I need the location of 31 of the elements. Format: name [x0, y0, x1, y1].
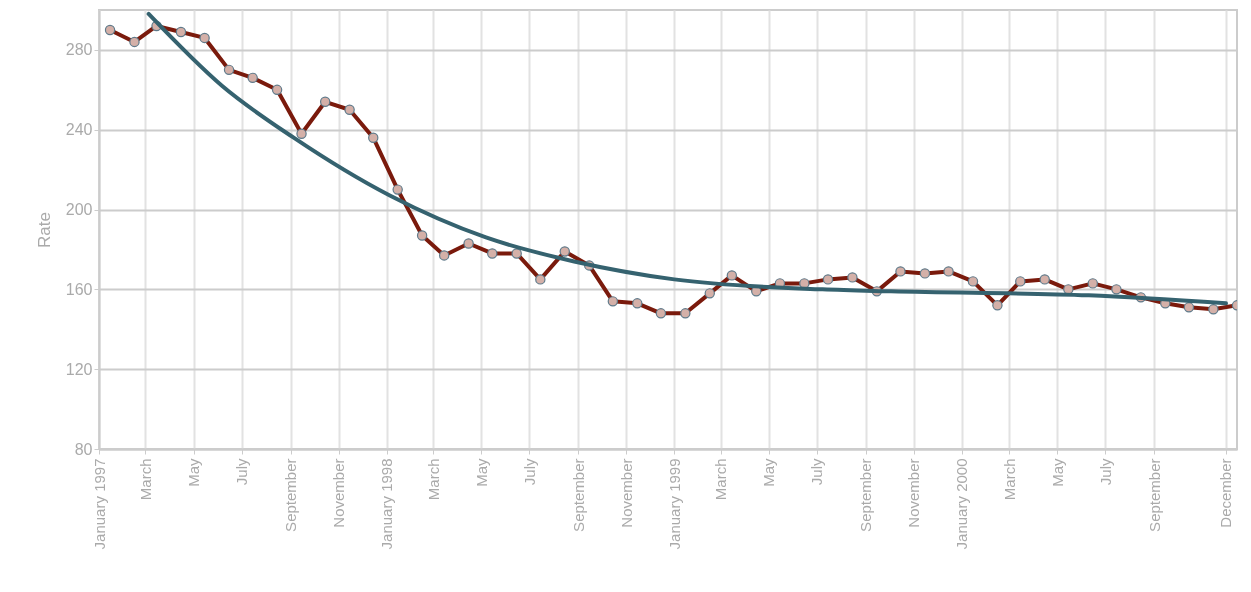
- x-tick-label: January 2000: [953, 458, 971, 550]
- x-tick-label: November: [905, 458, 923, 528]
- x-tick-label: July: [233, 458, 251, 486]
- x-tick-label: September: [1145, 458, 1163, 532]
- y-tick-label: 120: [65, 360, 93, 378]
- x-tick-label: November: [330, 458, 348, 528]
- x-tick-label: September: [569, 458, 587, 532]
- x-tick-label: March: [137, 458, 154, 501]
- y-tick-label: 280: [65, 41, 93, 59]
- x-tick-label: July: [1096, 458, 1114, 486]
- x-tick-label: July: [520, 458, 538, 486]
- y-tick-label: 80: [74, 440, 93, 458]
- x-tick-label: January 1998: [378, 458, 396, 550]
- x-tick-label: September: [282, 458, 300, 532]
- x-tick-label: May: [760, 458, 778, 487]
- y-axis-title: Rate: [34, 212, 54, 248]
- y-tick-label: 200: [65, 201, 93, 219]
- y-tick-label: 240: [65, 121, 93, 139]
- x-tick-label: March: [424, 458, 442, 501]
- x-tick-label: September: [857, 458, 875, 532]
- x-tick-label: May: [185, 458, 203, 487]
- x-tick-label: March: [712, 458, 730, 501]
- x-tick-label: May: [1048, 458, 1066, 487]
- y-tick-label: 160: [65, 280, 93, 298]
- x-tick-label: January 1999: [665, 458, 683, 550]
- x-tick-label: July: [808, 458, 826, 486]
- x-tick-label: December: [1217, 458, 1235, 528]
- x-tick-label: March: [1000, 458, 1018, 501]
- x-tick-label: November: [617, 458, 635, 528]
- x-tick-label: May: [472, 458, 490, 487]
- x-tick-label: January 1997: [90, 458, 108, 550]
